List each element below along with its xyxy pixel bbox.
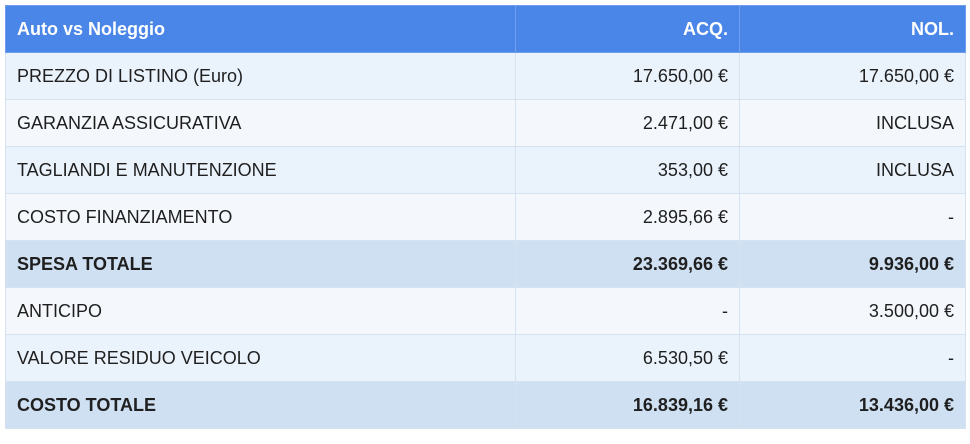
row-label: COSTO FINANZIAMENTO [5, 193, 516, 241]
table-row: TAGLIANDI E MANUTENZIONE 353,00 € INCLUS… [5, 146, 966, 194]
table-row: PREZZO DI LISTINO (Euro) 17.650,00 € 17.… [5, 52, 966, 100]
acquisto-value: 6.530,50 € [515, 334, 740, 382]
subtotal-row: SPESA TOTALE 23.369,66 € 9.936,00 € [5, 240, 966, 288]
acquisto-value: 16.839,16 € [515, 381, 740, 429]
acquisto-value: 2.895,66 € [515, 193, 740, 241]
noleggio-value: - [739, 334, 966, 382]
noleggio-value: - [739, 193, 966, 241]
row-label: GARANZIA ASSICURATIVA [5, 99, 516, 147]
header-noleggio: NOL. [739, 5, 966, 53]
noleggio-value: 17.650,00 € [739, 52, 966, 100]
noleggio-value: 13.436,00 € [739, 381, 966, 429]
table-row: GARANZIA ASSICURATIVA 2.471,00 € INCLUSA [5, 99, 966, 147]
table-header: Auto vs Noleggio ACQ. NOL. [5, 5, 966, 53]
row-label: TAGLIANDI E MANUTENZIONE [5, 146, 516, 194]
row-label: SPESA TOTALE [5, 240, 516, 288]
noleggio-value: 3.500,00 € [739, 287, 966, 335]
row-label: COSTO TOTALE [5, 381, 516, 429]
acquisto-value: 17.650,00 € [515, 52, 740, 100]
noleggio-value: INCLUSA [739, 146, 966, 194]
acquisto-value: - [515, 287, 740, 335]
total-row: COSTO TOTALE 16.839,16 € 13.436,00 € [5, 381, 966, 429]
header-item-label: Auto vs Noleggio [5, 5, 516, 53]
header-acquisto: ACQ. [515, 5, 740, 53]
car-vs-rental-table: Auto vs Noleggio ACQ. NOL. PREZZO DI LIS… [5, 5, 966, 429]
acquisto-value: 23.369,66 € [515, 240, 740, 288]
row-label: VALORE RESIDUO VEICOLO [5, 334, 516, 382]
acquisto-value: 2.471,00 € [515, 99, 740, 147]
comparison-table-container: Auto vs Noleggio ACQ. NOL. PREZZO DI LIS… [5, 5, 966, 429]
noleggio-value: INCLUSA [739, 99, 966, 147]
row-label: PREZZO DI LISTINO (Euro) [5, 52, 516, 100]
header-row: Auto vs Noleggio ACQ. NOL. [5, 5, 966, 53]
table-row: ANTICIPO - 3.500,00 € [5, 287, 966, 335]
table-row: COSTO FINANZIAMENTO 2.895,66 € - [5, 193, 966, 241]
table-body: PREZZO DI LISTINO (Euro) 17.650,00 € 17.… [5, 52, 966, 429]
acquisto-value: 353,00 € [515, 146, 740, 194]
row-label: ANTICIPO [5, 287, 516, 335]
noleggio-value: 9.936,00 € [739, 240, 966, 288]
table-row: VALORE RESIDUO VEICOLO 6.530,50 € - [5, 334, 966, 382]
